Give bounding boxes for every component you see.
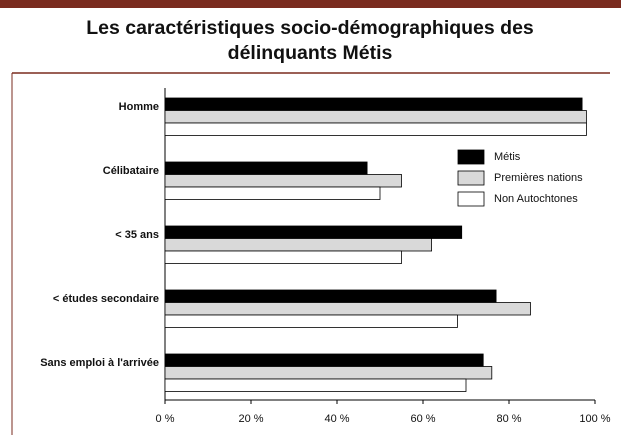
x-tick-label: 80 % bbox=[496, 413, 521, 425]
header-strip bbox=[0, 0, 621, 8]
legend-swatch bbox=[457, 170, 485, 186]
bar bbox=[164, 110, 587, 124]
bar bbox=[164, 314, 458, 328]
bar bbox=[164, 122, 587, 136]
chart-title: Les caractéristiques socio-démographique… bbox=[86, 17, 534, 64]
legend-swatch bbox=[457, 149, 485, 165]
bar bbox=[164, 97, 583, 111]
y-tick-label: Sans emploi à l'arrivée bbox=[40, 357, 159, 369]
bar bbox=[164, 161, 368, 175]
bar bbox=[164, 366, 493, 380]
legend-label: Premières nations bbox=[494, 172, 583, 184]
bar bbox=[164, 302, 531, 316]
bar bbox=[164, 174, 402, 188]
legend-swatch bbox=[457, 191, 485, 207]
x-tick-label: 40 % bbox=[324, 413, 349, 425]
bar bbox=[164, 353, 484, 367]
legend-label: Métis bbox=[494, 151, 521, 163]
y-tick-label: Célibataire bbox=[103, 165, 159, 177]
bar bbox=[164, 250, 402, 264]
x-tick-label: 0 % bbox=[156, 413, 175, 425]
legend-label: Non Autochtones bbox=[494, 193, 578, 205]
bar bbox=[164, 238, 433, 252]
bar bbox=[164, 289, 497, 303]
bar bbox=[164, 378, 467, 392]
bar bbox=[164, 186, 381, 200]
bar bbox=[164, 225, 463, 239]
y-tick-label: Homme bbox=[119, 101, 159, 113]
x-tick-label: 100 % bbox=[579, 413, 610, 425]
x-tick-label: 20 % bbox=[238, 413, 263, 425]
x-tick-label: 60 % bbox=[410, 413, 435, 425]
y-tick-label: < études secondaire bbox=[53, 293, 159, 305]
y-tick-label: < 35 ans bbox=[115, 229, 159, 241]
